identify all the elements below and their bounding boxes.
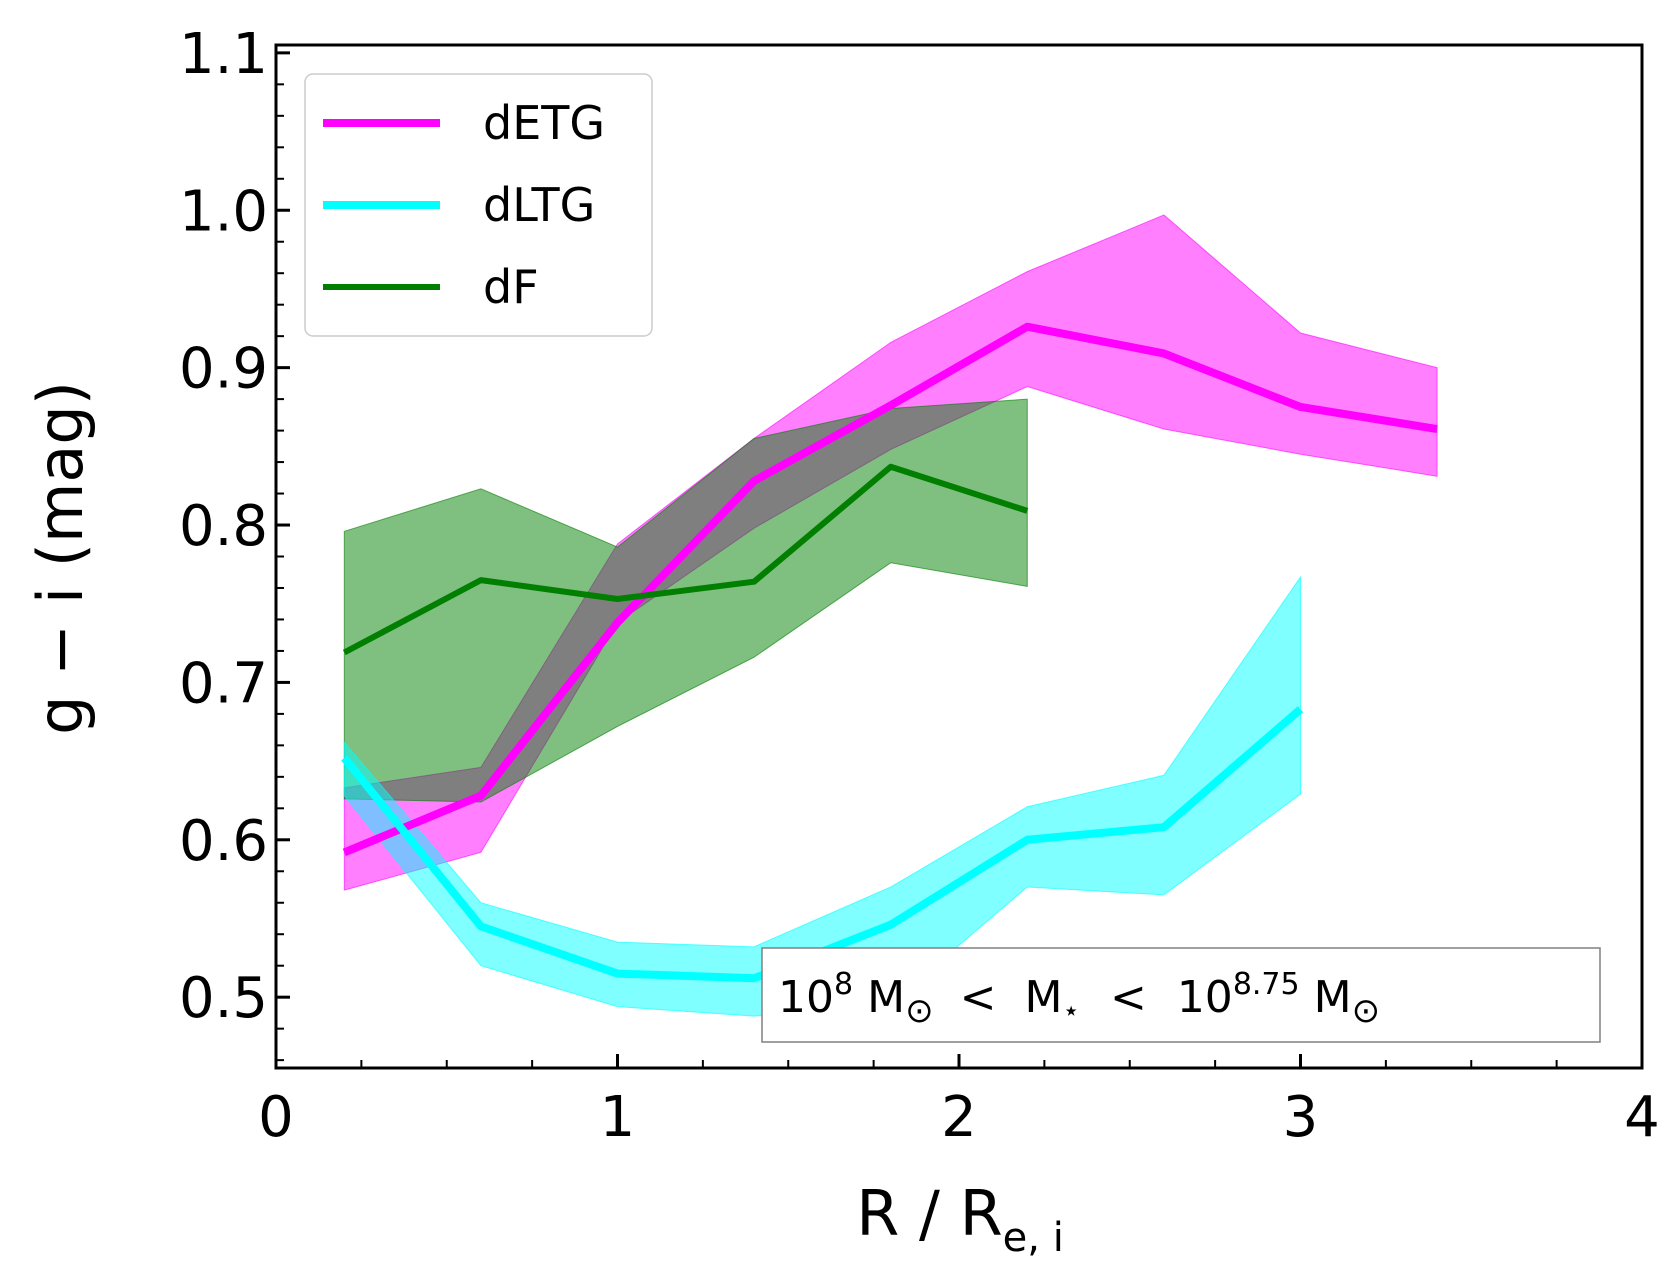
legend-label-dltg: dLTG — [483, 178, 595, 232]
annotation-unit2: M — [1314, 972, 1352, 1023]
annotation-mid: M — [1024, 972, 1062, 1023]
y-tick-label: 1.0 — [179, 179, 268, 244]
band-dltg — [343, 575, 1301, 1017]
x-tick-label: 3 — [1283, 1085, 1319, 1150]
x-tick-label: 2 — [941, 1085, 977, 1150]
x-tick-label: 1 — [600, 1085, 636, 1150]
annotation-base2: 10 — [1177, 972, 1233, 1023]
line-df — [342, 463, 1029, 656]
x-axis-label-main: R / R — [856, 1177, 1002, 1250]
annotation-exp1: 8 — [834, 967, 853, 1002]
legend: dETG dLTG dF — [304, 73, 653, 337]
annotation-sym2: ⊙ — [1352, 991, 1381, 1031]
annotation-sym1: ⊙ — [905, 991, 934, 1031]
legend-box — [304, 73, 653, 337]
annotation-lt2: < — [1110, 972, 1147, 1023]
legend-label-detg: dETG — [483, 96, 605, 150]
annotation-text: 108 M⊙ < M⋆ <108.75 M⊙ — [778, 967, 1380, 1031]
y-tick-label: 0.5 — [179, 966, 268, 1031]
x-axis-label: R / Re, i — [856, 1177, 1064, 1261]
band-df — [343, 398, 1028, 803]
y-tick-label: 0.8 — [179, 494, 268, 559]
axis-ticks: 0 1 2 3 4 0.5 0.6 0.7 0.8 0.9 1.0 1.1 — [179, 22, 1660, 1150]
y-tick-label: 1.1 — [179, 22, 268, 87]
annotation-exp2: 8.75 — [1233, 967, 1300, 1002]
annotation-box — [761, 947, 1601, 1043]
annotation-base1: 10 — [778, 972, 834, 1023]
x-tick-label: 4 — [1624, 1085, 1660, 1150]
y-tick-label: 0.9 — [179, 337, 268, 402]
x-axis-label-sub: e, i — [1003, 1215, 1064, 1261]
annotation-unit1: M — [867, 972, 905, 1023]
y-axis-label: g − i (mag) — [24, 381, 97, 735]
y-tick-label: 0.6 — [179, 809, 268, 874]
legend-label-df: dF — [483, 260, 539, 314]
mass-range-annotation: 108 M⊙ < M⋆ <108.75 M⊙ — [761, 947, 1601, 1043]
x-tick-label: 0 — [258, 1085, 294, 1150]
annotation-lt1: < — [960, 972, 997, 1023]
y-tick-label: 0.7 — [179, 651, 268, 716]
annotation-midsym: ⋆ — [1062, 994, 1080, 1027]
